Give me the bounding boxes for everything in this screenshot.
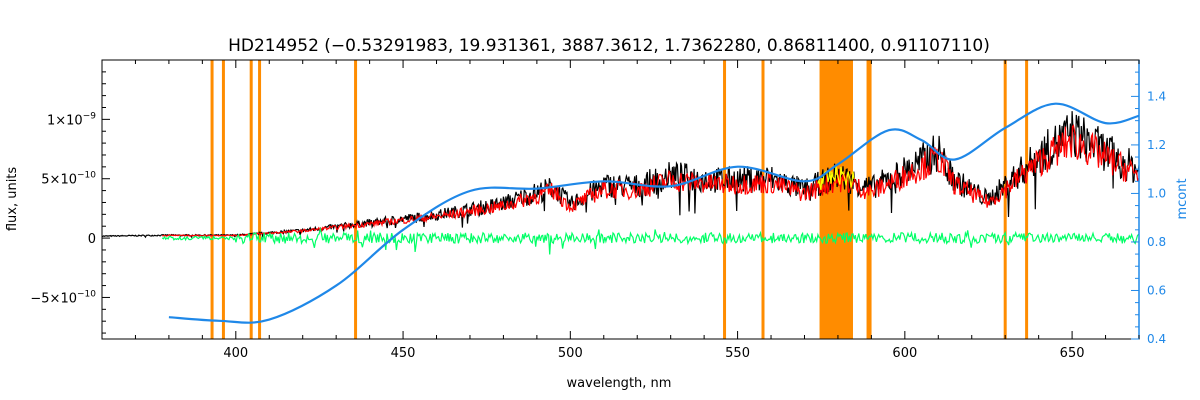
y2-tick-label: 0.6 [1147, 283, 1166, 297]
x-tick-label: 450 [391, 346, 416, 361]
residuals-line [161, 226, 1140, 255]
axes: 400 450 500 550 600 650 −5×10−10 0 5×10−10 1×10−9… [30, 60, 1166, 361]
x-tick-label: 600 [892, 346, 917, 361]
x-tick-label: 500 [558, 346, 583, 361]
masked-line [1003, 60, 1007, 339]
y-tick-label: 0 [88, 232, 96, 247]
x-tick-label: 400 [223, 346, 248, 361]
masked-regions [210, 60, 1029, 339]
y2-tick-label: 0.8 [1147, 235, 1166, 249]
y-axis-label: flux, units [5, 167, 20, 232]
right-axis-label: mcont [1175, 178, 1190, 219]
x-tick-label: 550 [725, 346, 750, 361]
observed-flux-line [101, 111, 1140, 239]
y-tick-label: 1×10−9 [47, 111, 96, 128]
spectrum-series [101, 102, 1140, 324]
masked-line [1025, 60, 1029, 339]
masked-line [221, 60, 225, 339]
masked-line [249, 60, 253, 339]
y2-tick-label: 1.2 [1147, 138, 1166, 152]
x-axis-label: wavelength, nm [567, 376, 672, 391]
y2-tick-label: 1.4 [1147, 89, 1166, 103]
x-tick-label: 650 [1060, 346, 1085, 361]
masked-band [819, 60, 853, 339]
y2-tick-label: 0.4 [1147, 332, 1166, 346]
masked-line [354, 60, 358, 339]
masked-line [723, 60, 727, 339]
y-tick-label: −5×10−10 [30, 289, 96, 306]
continuum-line [168, 102, 1140, 324]
y2-tick-label: 1.0 [1147, 186, 1166, 200]
masked-line [866, 60, 870, 339]
chart-title: HD214952 (−0.53291983, 19.931361, 3887.3… [228, 36, 990, 56]
model-flux-line [162, 124, 1140, 237]
masked-line [868, 60, 872, 339]
masked-line [761, 60, 765, 339]
y-tick-label: 5×10−10 [41, 171, 96, 188]
masked-line [210, 60, 214, 339]
masked-line [258, 60, 262, 339]
